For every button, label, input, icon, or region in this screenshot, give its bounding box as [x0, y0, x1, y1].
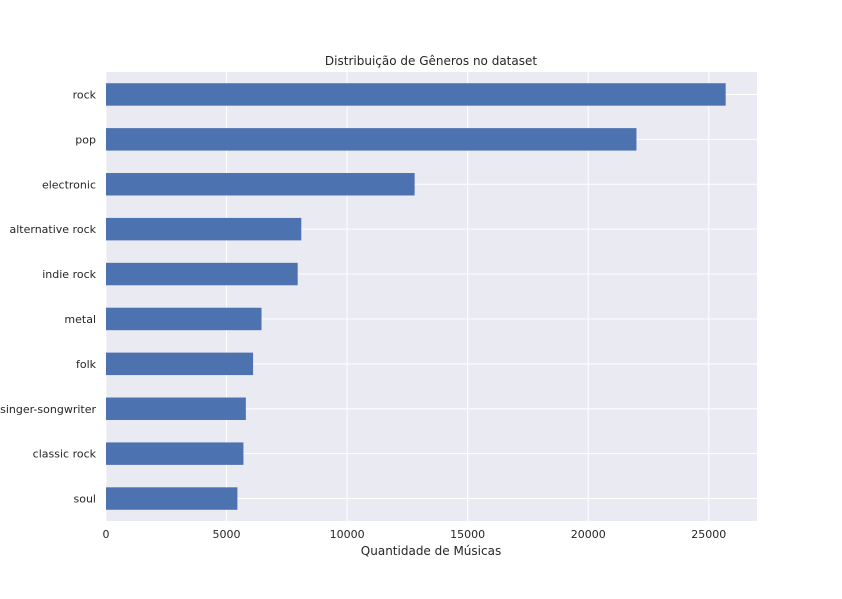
bar-indie-rock: [106, 262, 298, 286]
bar-electronic: [106, 173, 415, 196]
y-tick-label: pop: [75, 133, 96, 146]
y-tick-label: electronic: [42, 178, 96, 191]
bar-singer-songwriter: [106, 397, 246, 420]
x-tick-label: 15000: [450, 528, 485, 541]
y-tick-label: alternative rock: [10, 223, 97, 236]
x-tick-label: 0: [103, 528, 110, 541]
y-tick-label: rock: [73, 88, 97, 101]
bar-folk: [106, 352, 254, 376]
y-tick-label: singer-songwriter: [0, 403, 96, 416]
y-tick-label: soul: [74, 493, 97, 506]
y-tick-label: metal: [64, 313, 96, 326]
bar-rock: [106, 83, 726, 106]
bars: [106, 83, 726, 510]
bar-metal: [106, 307, 262, 331]
y-tick-label: folk: [76, 358, 97, 371]
bar-soul: [106, 487, 238, 510]
bar-alternative-rock: [106, 217, 302, 241]
x-axis-label: Quantidade de Músicas: [361, 544, 501, 558]
bar-pop: [106, 128, 637, 151]
x-tick-label: 25000: [691, 528, 726, 541]
bar-classic-rock: [106, 442, 244, 465]
x-tick-label: 10000: [330, 528, 365, 541]
x-tick-label: 20000: [571, 528, 606, 541]
y-tick-label: classic rock: [33, 448, 97, 461]
y-tick-label: indie rock: [42, 268, 96, 281]
y-tick-labels: rock pop electronic alternative rock indie r…: [0, 88, 97, 505]
x-tick-labels: 0 5000 10000 15000 20000 25000: [103, 528, 727, 541]
x-tick-label: 5000: [213, 528, 241, 541]
chart-title: Distribuição de Gêneros no dataset: [325, 54, 537, 68]
